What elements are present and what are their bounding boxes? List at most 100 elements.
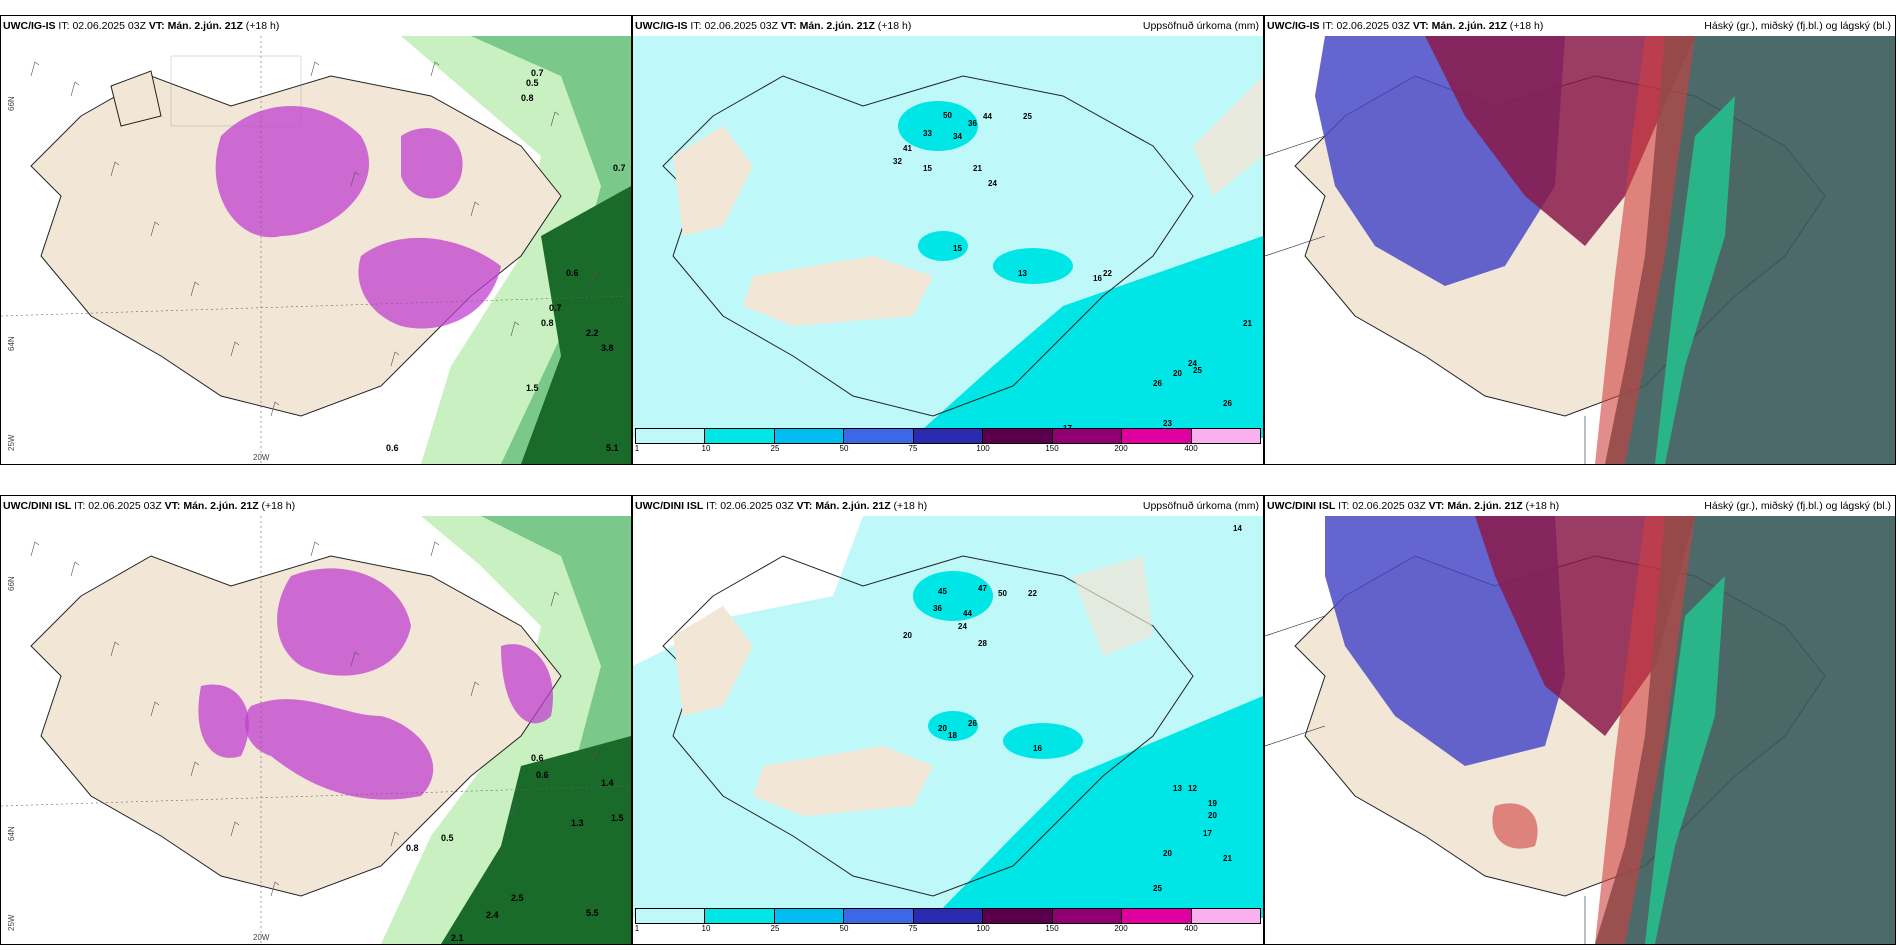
precip-label: 25	[1023, 112, 1032, 121]
field-title: Háský (gr.), miðský (fj.bl.) og lágský (…	[1704, 500, 1891, 512]
init-time: 02.06.2025 03Z	[1336, 20, 1410, 32]
lon-label-25: 25W	[7, 434, 16, 451]
colorbar-swatch	[705, 909, 775, 923]
colorbar-swatches	[635, 428, 1261, 444]
it-label: IT:	[1338, 500, 1350, 512]
precip-label: 45	[938, 587, 947, 596]
map-svg: 0.6 0.6 0.5 1.4 1.5 1.3 2.4 2.5 5.5 2.1 …	[1, 516, 631, 944]
colorbar-swatch	[1191, 909, 1260, 923]
lead-time: (+18 h)	[261, 500, 296, 512]
lead-time: (+18 h)	[893, 500, 928, 512]
rain-label: 2.5	[511, 893, 524, 903]
precip-label: 17	[1203, 829, 1212, 838]
precip-label: 20	[938, 724, 947, 733]
rain-label: 0.5	[441, 833, 454, 843]
panel-clouds-dini: UWC/DINI ISL IT: 02.06.2025 03Z VT: Mán.…	[1264, 495, 1896, 945]
colorbar-tick: 25	[770, 924, 780, 933]
colorbar-tick: 100	[976, 924, 990, 933]
rain-label: 1.4	[601, 778, 614, 788]
precip-label: 32	[893, 157, 902, 166]
precip-label: 20	[1173, 369, 1182, 378]
rain-label: 0.8	[406, 843, 419, 853]
map-precip: 47 45 36 50 44 22 24 28 20 26 16 18 20 1…	[633, 516, 1263, 918]
panel-precip-igis: UWC/IG-IS IT: 02.06.2025 03Z VT: Mán. 2.…	[632, 15, 1264, 465]
map-clouds	[1265, 36, 1895, 464]
colorbar-tick: 1	[634, 924, 640, 933]
model-name: UWC/IG-IS	[635, 20, 688, 32]
rain-label: 0.6	[536, 770, 549, 780]
precip-label: 36	[933, 604, 942, 613]
colorbar-swatch	[1191, 429, 1260, 443]
precip-label: 36	[968, 119, 977, 128]
valid-time: Mán. 2.jún. 21Z	[1447, 500, 1523, 512]
colorbar-tick: 150	[1045, 924, 1059, 933]
precip-label: 16	[1093, 274, 1102, 283]
model-name: UWC/IG-IS	[3, 20, 56, 32]
lead-time: (+18 h)	[877, 20, 912, 32]
colorbar-swatch	[774, 909, 845, 923]
precip-label: 18	[948, 731, 957, 740]
precip-label: 23	[1163, 419, 1172, 428]
precip-label: 21	[1243, 319, 1252, 328]
map-rain-wind: 0.7 0.8 0.5 0.7 0.6 0.8 0.7 2.2 3.8 1.5 …	[1, 36, 631, 464]
field-title: Uppsöfnuð úrkoma (mm)	[1142, 500, 1259, 512]
panel-rain-wind-igis: UWC/IG-IS IT: 02.06.2025 03Z VT: Mán. 2.…	[0, 15, 632, 465]
panel-header: UWC/DINI ISL IT: 02.06.2025 03Z VT: Mán.…	[633, 496, 1263, 516]
colorbar-swatch	[636, 429, 706, 443]
precip-label: 24	[958, 622, 967, 631]
colorbar-swatch	[913, 429, 984, 443]
precip-label: 47	[978, 584, 987, 593]
rain-label: 0.7	[549, 303, 562, 313]
precip-colorbar: 1 10 25 50 75 100 150 200 400	[634, 908, 1261, 933]
precip-label: 50	[998, 589, 1007, 598]
colorbar-tick: 10	[701, 444, 711, 453]
colorbar-tick: 50	[839, 444, 849, 453]
rain-label: 1.5	[611, 813, 624, 823]
valid-time: Mán. 2.jún. 21Z	[1431, 20, 1507, 32]
colorbar-tick: 10	[701, 924, 711, 933]
vt-label: VT:	[164, 500, 181, 512]
rain-label: 5.5	[586, 908, 599, 918]
rain-label: 2.2	[586, 328, 599, 338]
lon-label-20: 20W	[253, 453, 270, 462]
colorbar-swatch	[636, 909, 706, 923]
precip-label: 34	[953, 132, 962, 141]
lat-label-66: 66N	[7, 96, 16, 111]
colorbar-tick: 75	[908, 444, 918, 453]
rain-label: 0.5	[526, 78, 539, 88]
precip-label: 15	[953, 244, 962, 253]
colorbar-tick: 50	[839, 924, 849, 933]
precip-label: 28	[978, 639, 987, 648]
it-label: IT:	[74, 500, 86, 512]
colorbar-swatch	[913, 909, 984, 923]
precip-label: 15	[923, 164, 932, 173]
colorbar-tick: 150	[1045, 444, 1059, 453]
precip-label: 16	[1033, 744, 1042, 753]
init-time: 02.06.2025 03Z	[1352, 500, 1426, 512]
map-svg	[1265, 36, 1895, 464]
init-time: 02.06.2025 03Z	[720, 500, 794, 512]
vt-label: VT:	[1412, 20, 1429, 32]
rain-label: 0.6	[386, 443, 399, 453]
map-svg: 0.7 0.8 0.5 0.7 0.6 0.8 0.7 2.2 3.8 1.5 …	[1, 36, 631, 464]
model-name: UWC/DINI ISL	[3, 500, 72, 512]
map-svg: 47 45 36 50 44 22 24 28 20 26 16 18 20 1…	[633, 516, 1263, 918]
vt-label: VT:	[796, 500, 813, 512]
panel-header: UWC/IG-IS IT: 02.06.2025 03Z VT: Mán. 2.…	[1, 16, 631, 36]
it-label: IT:	[1322, 20, 1334, 32]
precip-label: 13	[1018, 269, 1027, 278]
map-precip: 50 33 34 36 44 25 41 32 15 21 24 15 13 1…	[633, 36, 1263, 438]
colorbar-tick: 200	[1114, 444, 1128, 453]
lat-label-64: 64N	[7, 826, 16, 841]
precip-label: 44	[963, 609, 972, 618]
precip-label: 12	[1188, 784, 1197, 793]
rain-label: 0.7	[531, 68, 544, 78]
colorbar-tick: 400	[1184, 444, 1198, 453]
colorbar-swatches	[635, 908, 1261, 924]
model-name: UWC/IG-IS	[1267, 20, 1320, 32]
precip-label: 19	[1208, 799, 1217, 808]
lead-time: (+18 h)	[245, 20, 280, 32]
precip-label: 50	[943, 111, 952, 120]
map-svg: 50 33 34 36 44 25 41 32 15 21 24 15 13 1…	[633, 36, 1263, 438]
lead-time: (+18 h)	[1525, 500, 1560, 512]
